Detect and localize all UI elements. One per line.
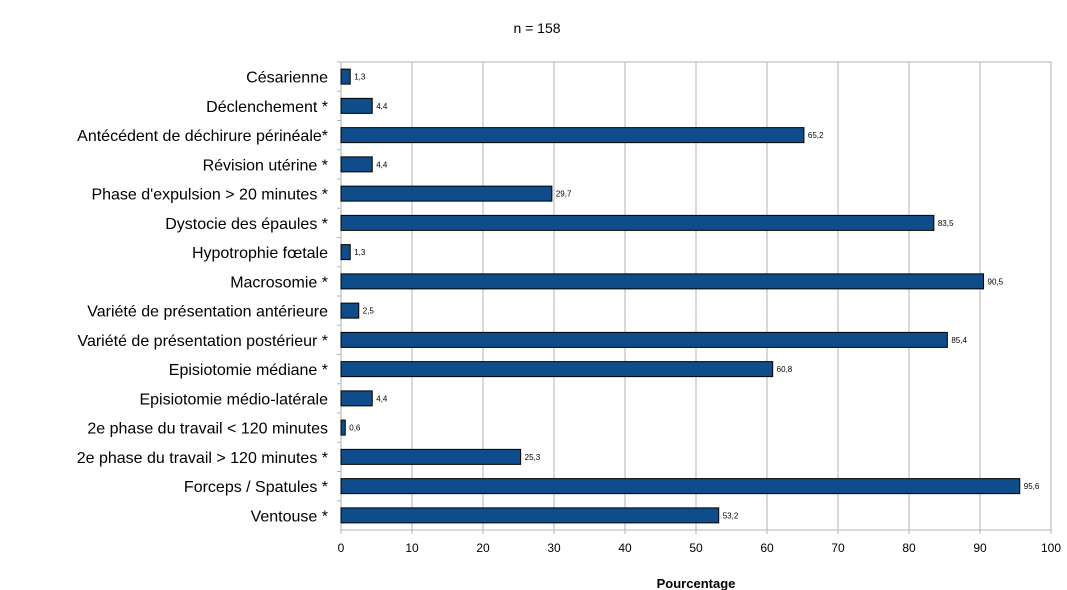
data-label: 60,8 xyxy=(777,365,793,374)
bar xyxy=(340,331,948,348)
category-label: Variété de présentation antérieure xyxy=(87,304,328,321)
category-label: Antécédent de déchirure périnéale* xyxy=(77,128,328,145)
data-label: 0,6 xyxy=(349,424,361,433)
category-label: Déclenchement * xyxy=(206,99,328,116)
category-label: Hypotrophie fœtale xyxy=(192,245,328,262)
data-label: 4,4 xyxy=(376,102,388,111)
x-tick-label: 50 xyxy=(689,541,703,555)
x-tick-label: 10 xyxy=(405,541,419,555)
x-tick-label: 20 xyxy=(476,541,490,555)
data-label: 83,5 xyxy=(938,219,954,228)
data-label: 90,5 xyxy=(988,277,1004,286)
bar xyxy=(340,156,373,173)
category-label: Episiotomie médiane * xyxy=(169,362,328,379)
bar xyxy=(340,127,805,144)
data-labels: 1,3 4,4 65,2 4,4 29,7 83,5 1,3 90,5 2,5 85,4 60,8 4… xyxy=(349,73,1040,521)
bar xyxy=(340,448,522,465)
data-label: 65,2 xyxy=(808,131,824,140)
category-label: Révision utérine * xyxy=(203,157,328,174)
x-tick-label: 60 xyxy=(760,541,774,555)
bar xyxy=(340,97,373,114)
category-label: 2e phase du travail > 120 minutes * xyxy=(77,450,328,467)
category-label: Ventouse * xyxy=(251,508,328,525)
category-label: Phase d'expulsion > 20 minutes * xyxy=(91,187,328,204)
data-label: 53,2 xyxy=(723,511,739,520)
category-label: Dystocie des épaules * xyxy=(165,216,328,233)
data-label: 4,4 xyxy=(376,160,388,169)
x-tick-label: 70 xyxy=(831,541,845,555)
x-tick-label: 30 xyxy=(547,541,561,555)
chart-title: n = 158 xyxy=(513,20,560,36)
data-label: 4,4 xyxy=(376,394,388,403)
category-label: Variété de présentation postérieur * xyxy=(77,333,328,350)
bar xyxy=(340,68,351,85)
category-label: Césarienne xyxy=(246,70,328,87)
x-tick-label: 100 xyxy=(1041,541,1061,555)
x-tick-label: 80 xyxy=(902,541,916,555)
bar xyxy=(340,185,553,202)
data-label: 2,5 xyxy=(363,307,375,316)
bar xyxy=(340,214,935,231)
bar xyxy=(340,478,1021,495)
bar xyxy=(340,419,346,436)
x-tick-label: 40 xyxy=(618,541,632,555)
x-axis-label: Pourcentage xyxy=(657,576,736,590)
category-label: Episiotomie médio-latérale xyxy=(139,391,328,408)
bar xyxy=(340,244,351,261)
x-axis-ticks: 0 10 20 30 40 50 60 70 80 90 100 xyxy=(338,530,1061,555)
data-label: 85,4 xyxy=(951,336,967,345)
bars xyxy=(340,68,1021,524)
data-label: 1,3 xyxy=(354,248,366,257)
bar xyxy=(340,302,360,319)
data-label: 1,3 xyxy=(354,73,366,82)
bar xyxy=(340,361,774,378)
category-labels: Césarienne Déclenchement * Antécédent de d… xyxy=(77,70,328,526)
x-tick-label: 90 xyxy=(973,541,987,555)
data-label: 29,7 xyxy=(556,190,572,199)
data-label: 25,3 xyxy=(525,453,541,462)
category-label: 2e phase du travail < 120 minutes xyxy=(87,421,328,438)
bar xyxy=(340,273,985,290)
bar xyxy=(340,507,720,524)
category-label: Macrosomie * xyxy=(230,274,328,291)
data-label: 95,6 xyxy=(1024,482,1040,491)
bar xyxy=(340,390,373,407)
category-label: Forceps / Spatules * xyxy=(184,479,328,496)
x-tick-label: 0 xyxy=(338,541,345,555)
